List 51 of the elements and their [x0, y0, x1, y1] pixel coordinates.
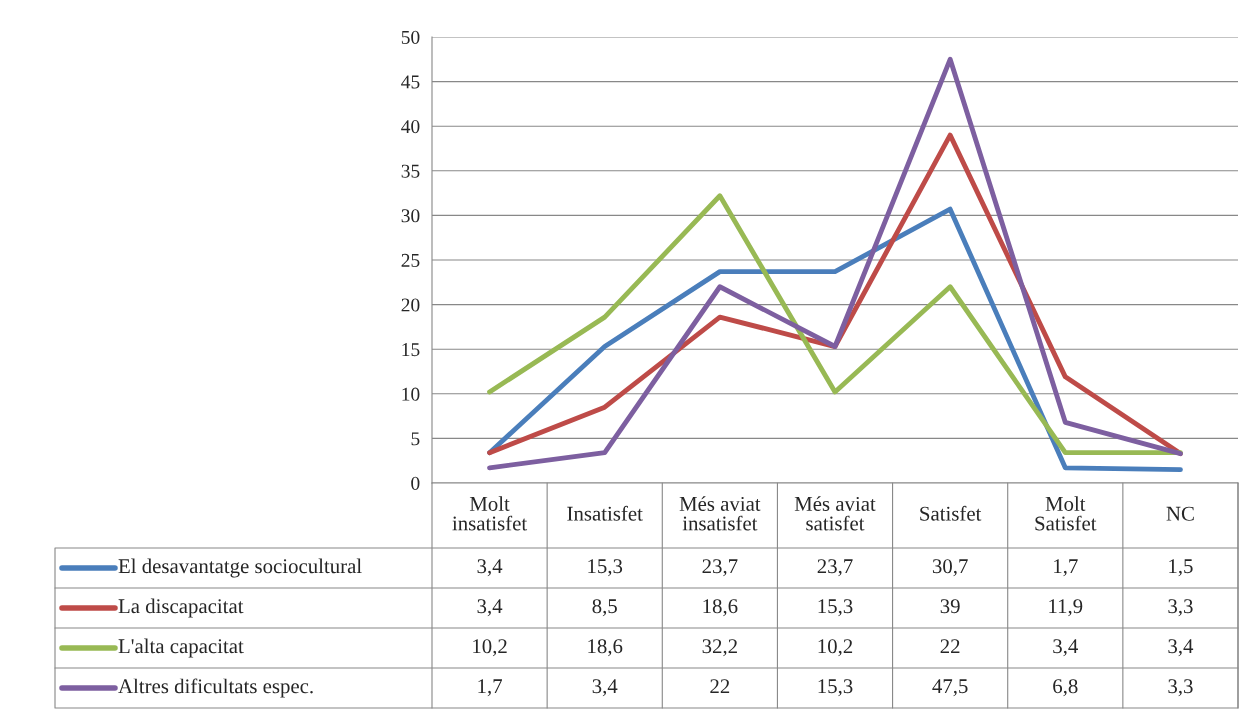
data-label: 1,7 [1054, 559, 1078, 577]
data-label: 15,3 [588, 559, 623, 577]
y-tick-label: 5 [411, 432, 420, 446]
legend-label: El desavantatge sociocultural [118, 558, 362, 578]
data-label: 23,7 [817, 559, 853, 577]
data-label: 11,9 [1049, 599, 1083, 617]
legend-label: L'alta capacitat [118, 638, 244, 658]
x-tick-label: Satisfet [920, 505, 982, 521]
x-tick-label: Molt Satisfet [1035, 496, 1097, 531]
y-tick-label: 30 [401, 209, 420, 223]
data-label: 1,5 [1169, 559, 1193, 577]
data-label: 18,6 [703, 599, 738, 617]
legend-label: Altres dificultats espec. [118, 678, 313, 698]
data-label: 22 [940, 639, 960, 654]
x-tick-label: NC [1166, 506, 1194, 521]
data-label: 47,5 [932, 679, 968, 697]
data-label: 6,8 [1053, 679, 1078, 697]
data-label: 15,3 [818, 599, 853, 617]
data-label: 3,4 [477, 599, 503, 617]
data-label: 10,2 [473, 639, 507, 657]
x-tick-label: Més aviat insatisfet [679, 496, 761, 531]
x-tick-label: Molt insatisfet [452, 496, 528, 531]
data-label: 18,6 [588, 639, 623, 657]
y-tick-label: 25 [401, 253, 420, 267]
data-label: 10,2 [818, 639, 853, 657]
x-tick-label: Més aviat satisfet [794, 496, 876, 531]
data-label: 3,4 [592, 679, 618, 697]
data-label: 3,4 [477, 559, 503, 577]
data-label: 23,7 [702, 559, 738, 577]
y-tick-label: 20 [401, 298, 420, 312]
data-label: 3,4 [1053, 639, 1078, 657]
data-label: 15,3 [818, 679, 853, 697]
y-tick-label: 45 [401, 75, 420, 89]
data-label: 39 [940, 599, 960, 614]
data-label: 3,3 [1168, 679, 1193, 697]
y-tick-label: 35 [401, 164, 420, 178]
x-tick-label: Insatisfet [567, 505, 643, 521]
y-tick-label: 50 [401, 30, 420, 44]
legend-label: La discapacitat [118, 598, 244, 618]
y-tick-label: 10 [402, 387, 420, 401]
data-label: 8,5 [592, 599, 617, 617]
data-label: 32,2 [702, 639, 737, 657]
y-tick-label: 15 [402, 343, 420, 357]
y-tick-label: 0 [411, 476, 420, 490]
data-label: 3,3 [1168, 599, 1193, 617]
y-tick-label: 40 [401, 120, 420, 134]
data-label: 1,7 [478, 679, 502, 697]
data-label: 22 [710, 679, 730, 694]
data-label: 3,4 [1168, 639, 1194, 657]
data-label: 30,7 [932, 559, 968, 577]
line-series [487, 56, 1183, 471]
